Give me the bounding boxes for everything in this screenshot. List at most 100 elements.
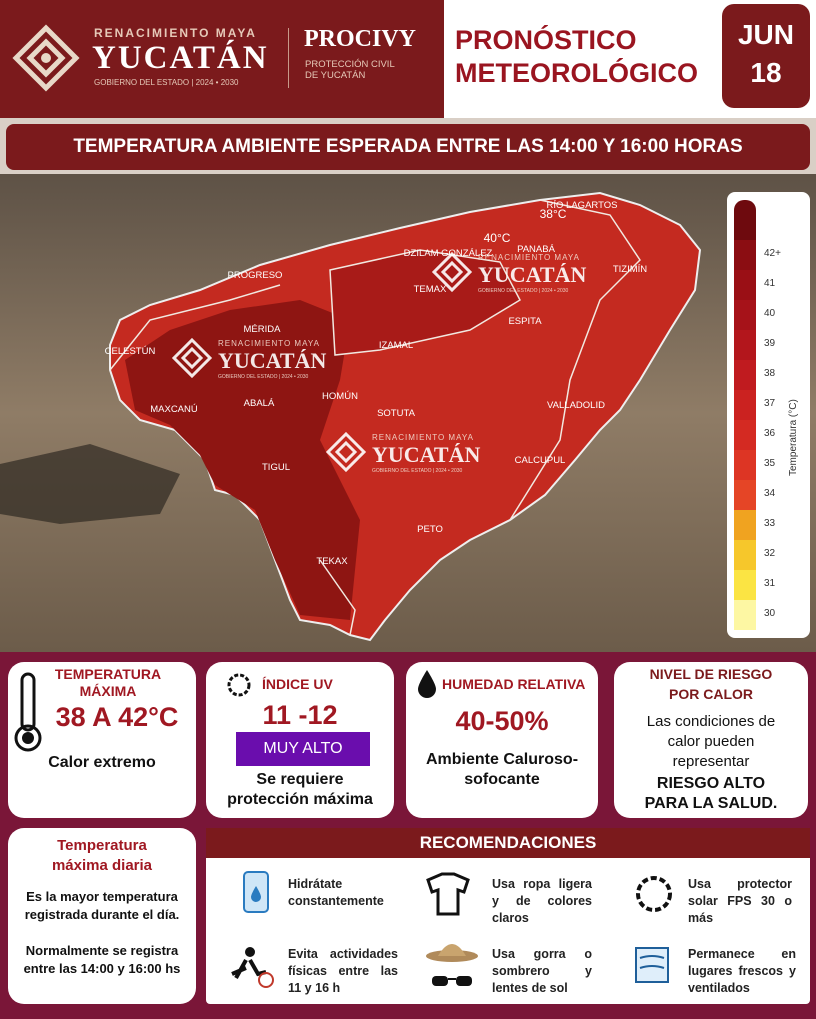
card-definition: Temperatura máxima diaria Es la mayor te… (8, 828, 196, 1004)
risk-level: RIESGO ALTO PARA LA SALUD. (644, 775, 778, 812)
watermark-name: YUCATÁN (218, 348, 326, 373)
watermark-sub: GOBIERNO DEL ESTADO | 2024 • 2030 (478, 288, 569, 294)
watermark-sub: GOBIERNO DEL ESTADO | 2024 • 2030 (372, 468, 463, 474)
city-label: MAXCANÚ (150, 404, 198, 415)
watermark-top: RENACIMIENTO MAYA (372, 433, 474, 442)
watermark-top: RENACIMIENTO MAYA (218, 339, 320, 348)
legend-label: 31 (764, 578, 776, 589)
title: PRONÓSTICO METEOROLÓGICO (455, 25, 698, 88)
city-label: DZILAM GONZÁLEZ (404, 248, 493, 259)
coast (0, 444, 180, 524)
city-label: TIGUL (262, 462, 290, 473)
recommendation: Usa protector solar FPS 30 o más (688, 877, 792, 925)
uv-desc: Se requiere protección máxima (227, 771, 373, 808)
isotherm-label: 38°C (540, 207, 567, 221)
thermometer-icon (14, 672, 42, 752)
city-label: VALLADOLID (547, 400, 605, 411)
isotherm-south (319, 559, 356, 636)
legend-label: 36 (764, 428, 776, 439)
brand-sub: GOBIERNO DEL ESTADO | 2024 • 2030 (94, 78, 239, 87)
city-label: TIZIMÍN (613, 264, 647, 275)
state-outline (109, 191, 702, 642)
max-temp-desc: Calor extremo (48, 754, 156, 771)
legend-swatch (734, 600, 756, 630)
uv-badge: MUY ALTO (236, 732, 370, 766)
legend-label: 37 (764, 398, 776, 409)
agency-sub: PROTECCIÓN CIVIL DE YUCATÁN (305, 59, 395, 81)
recommendation: Usa gorra o sombrero y lentes de sol (492, 947, 592, 995)
city-label: SOTUTA (377, 408, 415, 419)
banner: TEMPERATURA AMBIENTE ESPERADA ENTRE LAS … (6, 124, 810, 170)
legend-label: 42+ (764, 248, 781, 259)
card-max-temp: TEMPERATURA MÁXIMA 38 A 42°C Calor extre… (8, 662, 196, 818)
definition-note: Normalmente se registra entre las 14:00 … (23, 943, 181, 976)
recommendations-title: RECOMENDACIONES (206, 828, 810, 858)
watermark-logo (171, 337, 213, 379)
city-label: CELESTÚN (105, 346, 156, 357)
uv-title: ÍNDICE UV (262, 676, 333, 692)
city-label: TEMAX (414, 284, 447, 295)
legend-label: 34 (764, 488, 776, 499)
date-box: JUN 18 (722, 4, 810, 108)
isotherm-38 (509, 199, 641, 521)
brand-name: YUCATÁN (92, 40, 269, 76)
humidity-value: 40-50% (455, 706, 549, 736)
max-temp-title: TEMPERATURA MÁXIMA (54, 666, 162, 699)
city-label: TEKAX (316, 556, 348, 567)
risk-desc: Las condiciones de calor pueden represen… (646, 713, 776, 770)
legend-swatch (734, 390, 756, 420)
watermark-top: RENACIMIENTO MAYA (478, 253, 580, 262)
legend-label: 38 (764, 368, 776, 379)
drop-icon (418, 670, 436, 698)
city-label: PETO (417, 524, 443, 535)
recommendation: Permanece en lugares frescos y ventilado… (688, 947, 796, 995)
legend-swatch (734, 300, 756, 330)
legend-swatch (734, 570, 756, 600)
legend-swatch (734, 480, 756, 510)
recommendation-icons (231, 871, 672, 988)
legend-label: 39 (764, 338, 776, 349)
watermark-sub: GOBIERNO DEL ESTADO | 2024 • 2030 (218, 374, 309, 380)
zone-40 (329, 249, 521, 356)
card-uv: ÍNDICE UV 11 -12 MUY ALTO Se requiere pr… (206, 662, 394, 818)
recommendation: Usa ropa ligera y de colores claros (492, 877, 592, 925)
humidity-title: HUMEDAD RELATIVA (442, 676, 586, 692)
legend-label: 41 (764, 278, 776, 289)
watermark-logo (431, 251, 473, 293)
legend-label: 30 (764, 608, 776, 619)
logo (12, 24, 80, 92)
definition-text: Es la mayor temperatura registrada duran… (24, 889, 180, 922)
legend-label: 40 (764, 308, 776, 319)
watermark-name: YUCATÁN (478, 262, 586, 287)
card-risk: NIVEL DE RIESGO POR CALOR Las condicione… (614, 662, 808, 818)
legend-title: Temperatura (°C) (788, 399, 799, 476)
legend-cap (734, 200, 756, 240)
max-temp-value: 38 A 42°C (55, 702, 179, 732)
city-label: CALCUPUL (515, 455, 566, 466)
risk-title: NIVEL DE RIESGO POR CALOR (649, 666, 773, 702)
definition-title: Temperatura máxima diaria (51, 837, 153, 874)
city-label: HOMÚN (322, 391, 358, 402)
legend-swatch (734, 540, 756, 570)
recommendation: Evita actividades físicas entre las 11 y… (288, 947, 398, 995)
city-label: IZAMAL (379, 340, 413, 351)
city-label: RÍO LAGARTOS (547, 200, 618, 211)
sun-icon (227, 673, 251, 697)
legend-swatch (734, 450, 756, 480)
isotherm-label: 40°C (484, 231, 511, 245)
city-label: PANABÁ (517, 244, 556, 255)
legend-label: 35 (764, 458, 776, 469)
watermark-name: YUCATÁN (372, 442, 480, 467)
legend-swatch (734, 330, 756, 360)
uv-value: 11 -12 (262, 700, 338, 730)
city-label: PROGRESO (228, 270, 283, 281)
agency: PROCIVY (304, 26, 416, 52)
city-label: ABALÁ (244, 398, 275, 409)
isotherm-coast (109, 284, 281, 371)
legend-label: 33 (764, 518, 776, 529)
legend-swatch (734, 510, 756, 540)
legend-label: 32 (764, 548, 776, 559)
